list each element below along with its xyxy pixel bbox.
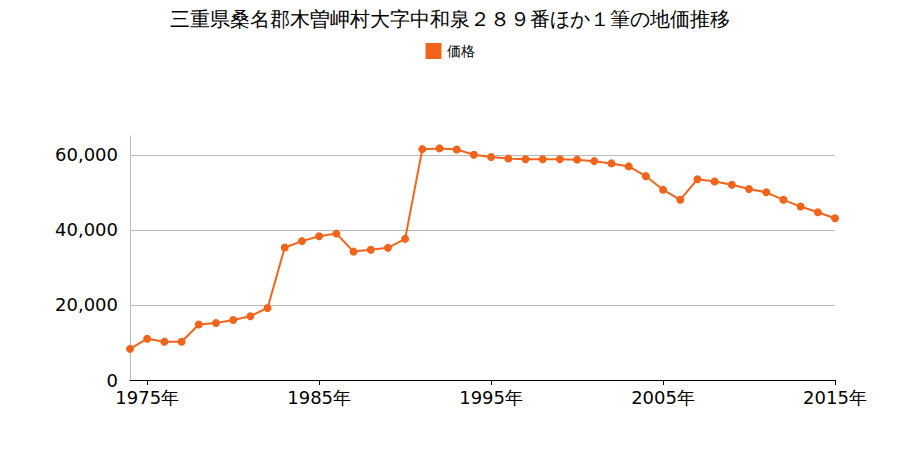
svg-text:1975年: 1975年 <box>115 387 179 408</box>
svg-text:2005年: 2005年 <box>631 387 695 408</box>
svg-text:0: 0 <box>106 369 118 391</box>
svg-text:2015年: 2015年 <box>803 387 867 408</box>
svg-text:価格: 価格 <box>447 43 475 59</box>
svg-text:1995年: 1995年 <box>459 387 523 408</box>
svg-text:三重県桑名郡木曽岬村大字中和泉２８９番ほか１筆の地価推移: 三重県桑名郡木曽岬村大字中和泉２８９番ほか１筆の地価推移 <box>170 7 730 31</box>
svg-text:20,000: 20,000 <box>55 294 118 315</box>
svg-text:40,000: 40,000 <box>55 219 118 240</box>
svg-text:1985年: 1985年 <box>287 387 351 408</box>
svg-text:60,000: 60,000 <box>55 144 118 165</box>
